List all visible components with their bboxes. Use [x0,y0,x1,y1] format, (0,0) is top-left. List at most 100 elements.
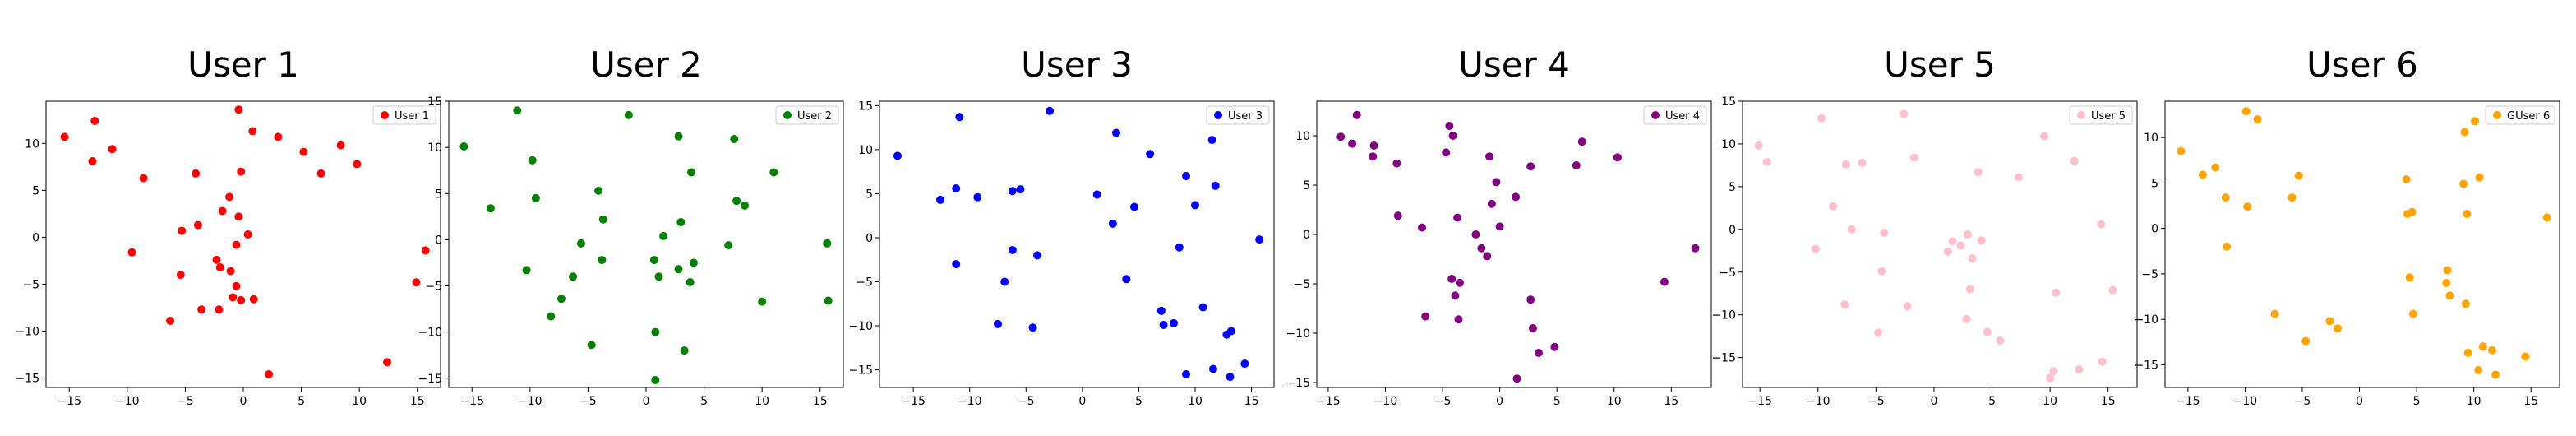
data-point [1392,159,1401,168]
y-tick-label: −15 [1711,352,1736,365]
data-point [2408,309,2417,318]
data-point [569,272,578,281]
data-point [2052,288,2061,297]
data-point [1477,244,1486,253]
data-point [212,255,221,264]
x-tick-label: 10 [2467,395,2481,408]
data-point [2442,278,2451,287]
data-point [486,204,495,213]
data-point [1369,141,1378,150]
data-point [1909,153,1918,162]
x-tick-label: −15 [901,395,926,408]
data-point [732,197,741,206]
data-point [1198,303,1207,312]
data-point [1447,275,1457,283]
data-point [1008,245,1017,254]
x-tick-label: 15 [2523,395,2538,408]
data-point [1512,374,1521,383]
y-tick-label: −10 [1711,309,1736,322]
data-point [598,215,607,224]
data-point [680,346,689,355]
data-point [1175,243,1184,252]
data-point [1226,373,1235,382]
panel-6: User 6 −15 −10 −5 0 5 10 15 −15 −10 −5 0 5 10 GUser 6 [2134,44,2560,408]
data-point [1492,178,1501,187]
y-tick-label: −15 [1286,377,1310,390]
data-point [1660,277,1669,286]
x-tick-label: 0 [2356,395,2363,408]
y-tick-label: 15 [427,95,442,109]
data-point [576,239,585,248]
data-point [265,370,274,379]
x-tick-label: 5 [298,395,305,408]
data-point [2478,342,2487,351]
x-tick-label: 15 [813,395,828,408]
panel-1: User 1 −15 −10 −5 0 5 10 15 −15 −10 −5 0 5 10 User 1 [15,44,441,408]
data-point [1208,364,1217,373]
data-point [232,281,241,290]
data-point [1000,277,1009,286]
data-point [193,220,202,230]
panel-title: User 3 [1021,44,1133,85]
data-point [215,305,224,314]
y-tick-label: −5 [1293,278,1310,291]
x-tick-label: −15 [2176,395,2200,408]
legend-box [775,105,839,125]
y-tick-label: 5 [1303,179,1310,192]
data-point [1811,244,1820,253]
y-tick-label: 10 [2144,132,2158,145]
data-point [676,218,686,227]
plot-area [2164,100,2560,388]
x-tick-label: −5 [177,395,194,408]
data-point [624,110,633,119]
y-tick-label: 0 [1729,224,1736,237]
x-tick-label: −10 [518,395,542,408]
data-point [1008,187,1017,196]
data-point [1965,285,1974,294]
data-point [649,256,658,265]
data-point [994,319,1002,328]
data-point [2015,173,2023,182]
data-point [758,297,767,306]
panel-title: User 5 [1884,44,1996,85]
y-tick-label: 0 [1303,229,1310,242]
data-point [1122,275,1131,284]
data-point [88,157,97,166]
data-point [724,241,733,250]
data-point [2325,317,2334,326]
data-point [823,239,832,248]
panel-title: User 4 [1458,44,1570,85]
y-tick-label: 5 [1729,181,1736,194]
data-point [1900,109,1909,118]
y-tick-label: 0 [866,232,873,245]
data-point [1483,252,1492,261]
data-point [1817,114,1826,123]
data-point [1016,185,1025,194]
data-point [299,147,308,156]
data-point [1983,327,1992,336]
data-point [556,295,566,304]
data-point [1159,320,1168,329]
data-point [1762,157,1771,166]
data-point [1092,190,1101,199]
data-point [60,132,69,141]
y-tick-label: 10 [858,144,873,157]
data-point [769,168,778,177]
data-point [232,240,241,249]
data-point [316,169,325,178]
legend-marker [783,111,792,119]
data-point [237,167,246,176]
y-tick-label: 10 [1721,138,1736,151]
data-point [1526,162,1535,171]
y-tick-label: −10 [2134,313,2158,327]
data-point [587,341,596,350]
data-point [383,358,392,367]
plot-area [1742,100,2138,388]
panel-2: User 2 −15 −10 −5 0 5 10 15 −15 −10 −5 0 5 10 15 User 2 [418,44,844,408]
data-point [1033,251,1041,260]
x-tick-label: 10 [352,395,367,408]
x-tick-label: 5 [1988,395,1996,408]
data-point [1948,237,1957,246]
x-tick-label: 10 [1607,395,1622,408]
y-tick-label: 5 [866,188,873,201]
